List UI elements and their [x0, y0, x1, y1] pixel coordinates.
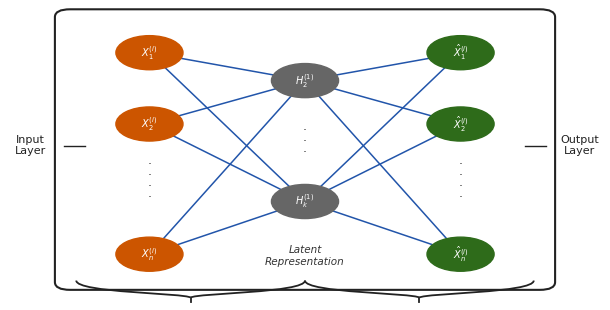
Text: $\hat{X}_n^{(i)}$: $\hat{X}_n^{(i)}$ — [453, 245, 468, 264]
Circle shape — [271, 184, 339, 219]
Circle shape — [427, 36, 494, 70]
Text: ·
·
·
·: · · · · — [459, 158, 462, 204]
Text: ·
·
·
·: · · · · — [148, 158, 151, 204]
Circle shape — [271, 64, 339, 98]
Circle shape — [116, 36, 183, 70]
Circle shape — [116, 237, 183, 271]
Text: $X_1^{(i)}$: $X_1^{(i)}$ — [142, 44, 157, 62]
Circle shape — [116, 107, 183, 141]
Text: Output
Layer: Output Layer — [560, 135, 599, 157]
Circle shape — [427, 107, 494, 141]
Circle shape — [427, 237, 494, 271]
Text: $\hat{X}_1^{(i)}$: $\hat{X}_1^{(i)}$ — [453, 43, 468, 62]
Text: $X_2^{(i)}$: $X_2^{(i)}$ — [142, 115, 157, 133]
Text: $H_2^{(1)}$: $H_2^{(1)}$ — [295, 72, 315, 90]
FancyBboxPatch shape — [55, 9, 555, 290]
Text: $H_k^{(1)}$: $H_k^{(1)}$ — [295, 193, 315, 210]
Text: Input
Layer: Input Layer — [15, 135, 46, 157]
Text: $X_n^{(i)}$: $X_n^{(i)}$ — [142, 246, 157, 263]
Text: Latent
Representation: Latent Representation — [265, 245, 345, 267]
Text: ·
·
·: · · · — [303, 124, 307, 158]
Text: $\hat{X}_2^{(i)}$: $\hat{X}_2^{(i)}$ — [453, 114, 468, 134]
